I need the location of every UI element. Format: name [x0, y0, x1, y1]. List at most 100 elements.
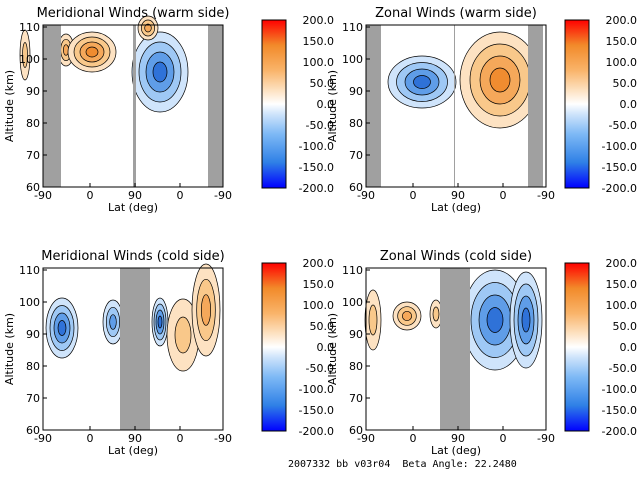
y-axis-label: Altitude (km) [326, 70, 339, 142]
colorbar-tick-label: -200.0 [299, 182, 334, 195]
y-tick-label: 70 [349, 149, 363, 162]
colorbar-tick-label: 100.0 [303, 56, 335, 69]
colorbar-tick-label: 50.0 [310, 77, 335, 90]
colorbar-tick-label: 0.0 [317, 98, 335, 111]
chart-title: Meridional Winds (cold side) [41, 249, 224, 264]
plot-frame [365, 24, 547, 188]
colorbar-tick-label: -200.0 [602, 182, 637, 195]
colorbar-tick-label: 200.0 [606, 14, 638, 27]
colorbar [564, 19, 590, 189]
y-tick-label: 100 [19, 53, 40, 66]
colorbar-tick-label: -150.0 [299, 161, 334, 174]
y-axis-label: Altitude (km) [3, 70, 16, 142]
chart-title: Zonal Winds (cold side) [380, 249, 532, 264]
colorbar-tick-label: 200.0 [303, 257, 335, 270]
x-tick-label: 0 [177, 189, 184, 202]
y-tick-label: 110 [19, 264, 40, 277]
positive-contour-level [432, 306, 440, 322]
positive-contour-level [200, 294, 212, 326]
negative-contour-level [152, 61, 168, 83]
colorbar-tick-label: -100.0 [299, 140, 334, 153]
colorbar-tick-label: 100.0 [606, 56, 638, 69]
x-tick-label: -90 [34, 432, 52, 445]
y-tick-label: 110 [19, 21, 40, 34]
no-data-band [208, 25, 223, 187]
colorbar [261, 19, 287, 189]
y-tick-label: 60 [26, 424, 40, 437]
colorbar-tick-label: 100.0 [606, 299, 638, 312]
colorbar-tick-label: -200.0 [299, 425, 334, 438]
y-tick-label: 80 [349, 117, 363, 130]
x-tick-label: -90 [214, 189, 232, 202]
x-tick-label: 0 [500, 432, 507, 445]
x-tick-label: -90 [34, 189, 52, 202]
y-tick-label: 80 [26, 360, 40, 373]
y-tick-label: 60 [26, 181, 40, 194]
x-tick-label: -90 [357, 432, 375, 445]
no-data-band [120, 268, 150, 430]
y-tick-label: 90 [26, 85, 40, 98]
negative-contour-level [109, 314, 117, 330]
x-tick-label: 0 [500, 189, 507, 202]
y-tick-label: 110 [342, 21, 363, 34]
negative-contour-level [521, 307, 531, 333]
y-tick-label: 100 [19, 296, 40, 309]
colorbar [261, 262, 287, 432]
colorbar-tick-label: 50.0 [613, 77, 638, 90]
colorbar-tick-label: 200.0 [606, 257, 638, 270]
colorbar-tick-label: 150.0 [303, 35, 335, 48]
positive-contour-level [174, 316, 192, 354]
plot-frame [42, 267, 224, 431]
y-tick-label: 100 [342, 53, 363, 66]
no-data-band [454, 25, 455, 187]
colorbar-tick-label: -100.0 [602, 383, 637, 396]
colorbar-tick-label: -150.0 [299, 404, 334, 417]
run-id-text: 2007332 bb v03r04 [288, 459, 391, 470]
colorbar-tick-label: 0.0 [620, 98, 638, 111]
colorbar-tick-label: 50.0 [310, 320, 335, 333]
colorbar-tick-label: 0.0 [620, 341, 638, 354]
x-axis-label: Lat (deg) [108, 201, 158, 214]
colorbar-tick-label: -100.0 [299, 383, 334, 396]
y-tick-label: 90 [349, 85, 363, 98]
chart-title: Meridional Winds (warm side) [37, 6, 230, 21]
colorbar-tick-label: -100.0 [602, 140, 637, 153]
positive-contour-level [368, 304, 378, 336]
x-axis-label: Lat (deg) [431, 444, 481, 457]
colorbar-tick-label: 0.0 [317, 341, 335, 354]
x-tick-label: 0 [177, 432, 184, 445]
y-tick-label: 110 [342, 264, 363, 277]
colorbar [564, 262, 590, 432]
x-tick-label: -90 [214, 432, 232, 445]
no-data-band [43, 25, 61, 187]
colorbar-tick-label: -150.0 [602, 404, 637, 417]
colorbar-tick-label: 50.0 [613, 320, 638, 333]
colorbar-tick-label: 100.0 [303, 299, 335, 312]
negative-contour-level [486, 307, 504, 333]
y-tick-label: 70 [349, 392, 363, 405]
x-tick-label: 90 [451, 432, 465, 445]
positive-contour-level [489, 67, 511, 93]
colorbar-tick-label: -50.0 [609, 119, 637, 132]
colorbar-tick-label: 150.0 [606, 35, 638, 48]
beta-angle-label: Beta Angle: [402, 459, 469, 470]
y-tick-label: 70 [26, 149, 40, 162]
no-data-band [133, 25, 136, 187]
positive-contour-level [144, 23, 152, 33]
x-axis-label: Lat (deg) [108, 444, 158, 457]
positive-contour-level [22, 42, 28, 68]
x-tick-label: -90 [537, 432, 555, 445]
colorbar-tick-label: 150.0 [606, 278, 638, 291]
no-data-band [366, 25, 381, 187]
y-tick-label: 90 [349, 328, 363, 341]
x-axis-label: Lat (deg) [431, 201, 481, 214]
colorbar-tick-label: -50.0 [306, 119, 334, 132]
colorbar-tick-label: -50.0 [609, 362, 637, 375]
colorbar-tick-label: -50.0 [306, 362, 334, 375]
y-tick-label: 60 [349, 424, 363, 437]
x-tick-label: -90 [537, 189, 555, 202]
plot-frame [42, 24, 224, 188]
chart-panel-2: Zonal Winds (warm side) 110 100 90 80 70 60 Alt… [326, 6, 637, 214]
chart-panel-3: Meridional Winds (cold side)110 100 90 80 70… [3, 249, 334, 457]
